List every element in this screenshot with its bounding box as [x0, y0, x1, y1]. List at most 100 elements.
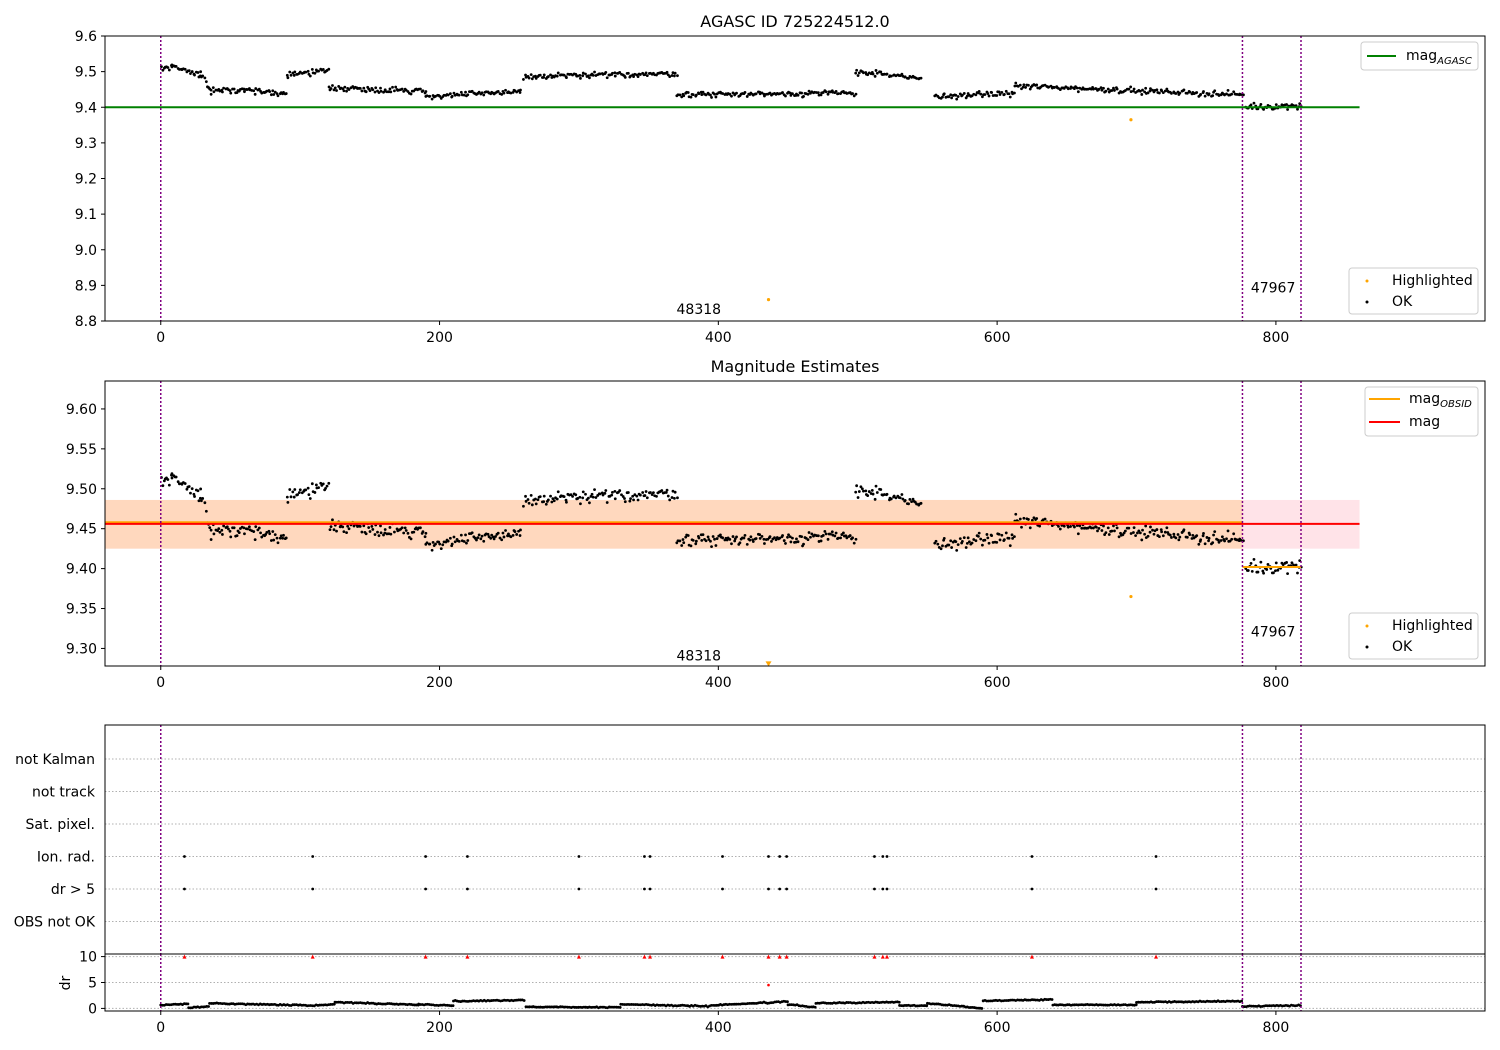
data-point	[383, 88, 387, 92]
data-point	[555, 74, 559, 78]
data-point	[530, 77, 534, 81]
data-point	[1226, 89, 1230, 92]
data-point	[854, 92, 858, 96]
data-point	[529, 73, 533, 76]
data-point	[479, 537, 483, 541]
legend-label: magAGASC	[1406, 48, 1472, 67]
data-point	[373, 90, 377, 94]
data-point	[1174, 536, 1178, 540]
data-point	[882, 493, 886, 496]
data-point	[187, 69, 191, 73]
data-point	[796, 540, 800, 544]
data-point	[317, 486, 320, 490]
data-point	[1225, 537, 1228, 541]
data-point	[641, 491, 645, 494]
data-point	[1134, 534, 1137, 538]
data-point	[1132, 531, 1135, 534]
data-point	[331, 84, 334, 87]
data-point	[730, 94, 733, 98]
data-point	[243, 90, 246, 94]
dr-point	[186, 1002, 190, 1006]
data-point	[697, 536, 701, 540]
data-point	[936, 542, 940, 546]
data-point	[1178, 535, 1182, 539]
data-point	[977, 531, 981, 535]
data-point	[1004, 89, 1008, 93]
data-point	[857, 490, 861, 493]
data-point	[873, 74, 877, 78]
data-point	[492, 537, 496, 541]
data-point	[636, 498, 640, 502]
data-point	[652, 491, 655, 495]
data-point	[986, 536, 990, 540]
data-point	[404, 529, 408, 532]
data-point	[198, 496, 202, 500]
data-point	[1099, 86, 1103, 90]
data-point	[199, 70, 203, 74]
data-point	[958, 537, 962, 541]
data-point	[337, 85, 341, 88]
data-point	[673, 496, 676, 500]
x-tick-label: 800	[1263, 675, 1290, 691]
data-point	[1004, 531, 1008, 535]
data-point	[919, 76, 923, 80]
data-point	[1195, 91, 1199, 94]
data-point	[857, 71, 861, 75]
data-point	[623, 75, 627, 79]
data-point	[293, 70, 297, 74]
flag-point	[873, 887, 876, 891]
data-point	[1027, 83, 1030, 87]
data-point	[192, 492, 196, 496]
data-point	[546, 75, 550, 78]
data-point	[778, 536, 782, 540]
data-point	[321, 68, 325, 71]
data-point	[453, 540, 457, 544]
data-point	[1256, 570, 1260, 574]
data-point	[1123, 529, 1127, 533]
data-point	[385, 90, 389, 94]
data-point	[713, 537, 716, 541]
data-point	[448, 536, 452, 540]
flag-point	[778, 855, 782, 858]
data-point	[694, 542, 698, 546]
data-point	[228, 529, 232, 533]
data-point	[1163, 530, 1167, 534]
data-point	[860, 487, 864, 491]
data-point	[1104, 531, 1108, 535]
data-point	[556, 490, 560, 494]
data-point	[292, 495, 296, 499]
data-point	[1115, 526, 1119, 530]
data-point	[967, 540, 971, 544]
data-point	[377, 91, 381, 94]
data-point	[1117, 535, 1121, 539]
data-point	[345, 89, 348, 93]
data-point	[1185, 535, 1189, 539]
data-point	[591, 495, 595, 499]
data-point	[526, 498, 530, 501]
data-point	[307, 493, 311, 497]
data-point	[591, 73, 595, 77]
data-point	[710, 96, 713, 99]
data-point	[1211, 94, 1215, 98]
data-point	[623, 500, 627, 504]
data-point	[1008, 95, 1012, 99]
data-point	[1188, 533, 1192, 536]
data-point	[1127, 87, 1131, 91]
data-point	[645, 496, 649, 500]
data-point	[402, 531, 406, 535]
data-point	[985, 533, 989, 536]
data-point	[673, 490, 677, 494]
data-point	[824, 532, 828, 536]
data-point	[738, 541, 742, 545]
data-point	[562, 495, 566, 499]
data-point	[185, 487, 189, 491]
data-point	[629, 74, 632, 78]
data-point	[519, 528, 522, 532]
data-point	[358, 524, 362, 528]
dr-point	[786, 1000, 789, 1004]
data-point	[806, 538, 810, 541]
data-point	[276, 541, 280, 545]
data-point	[197, 499, 201, 503]
data-point	[1104, 89, 1108, 93]
data-point	[412, 530, 416, 534]
